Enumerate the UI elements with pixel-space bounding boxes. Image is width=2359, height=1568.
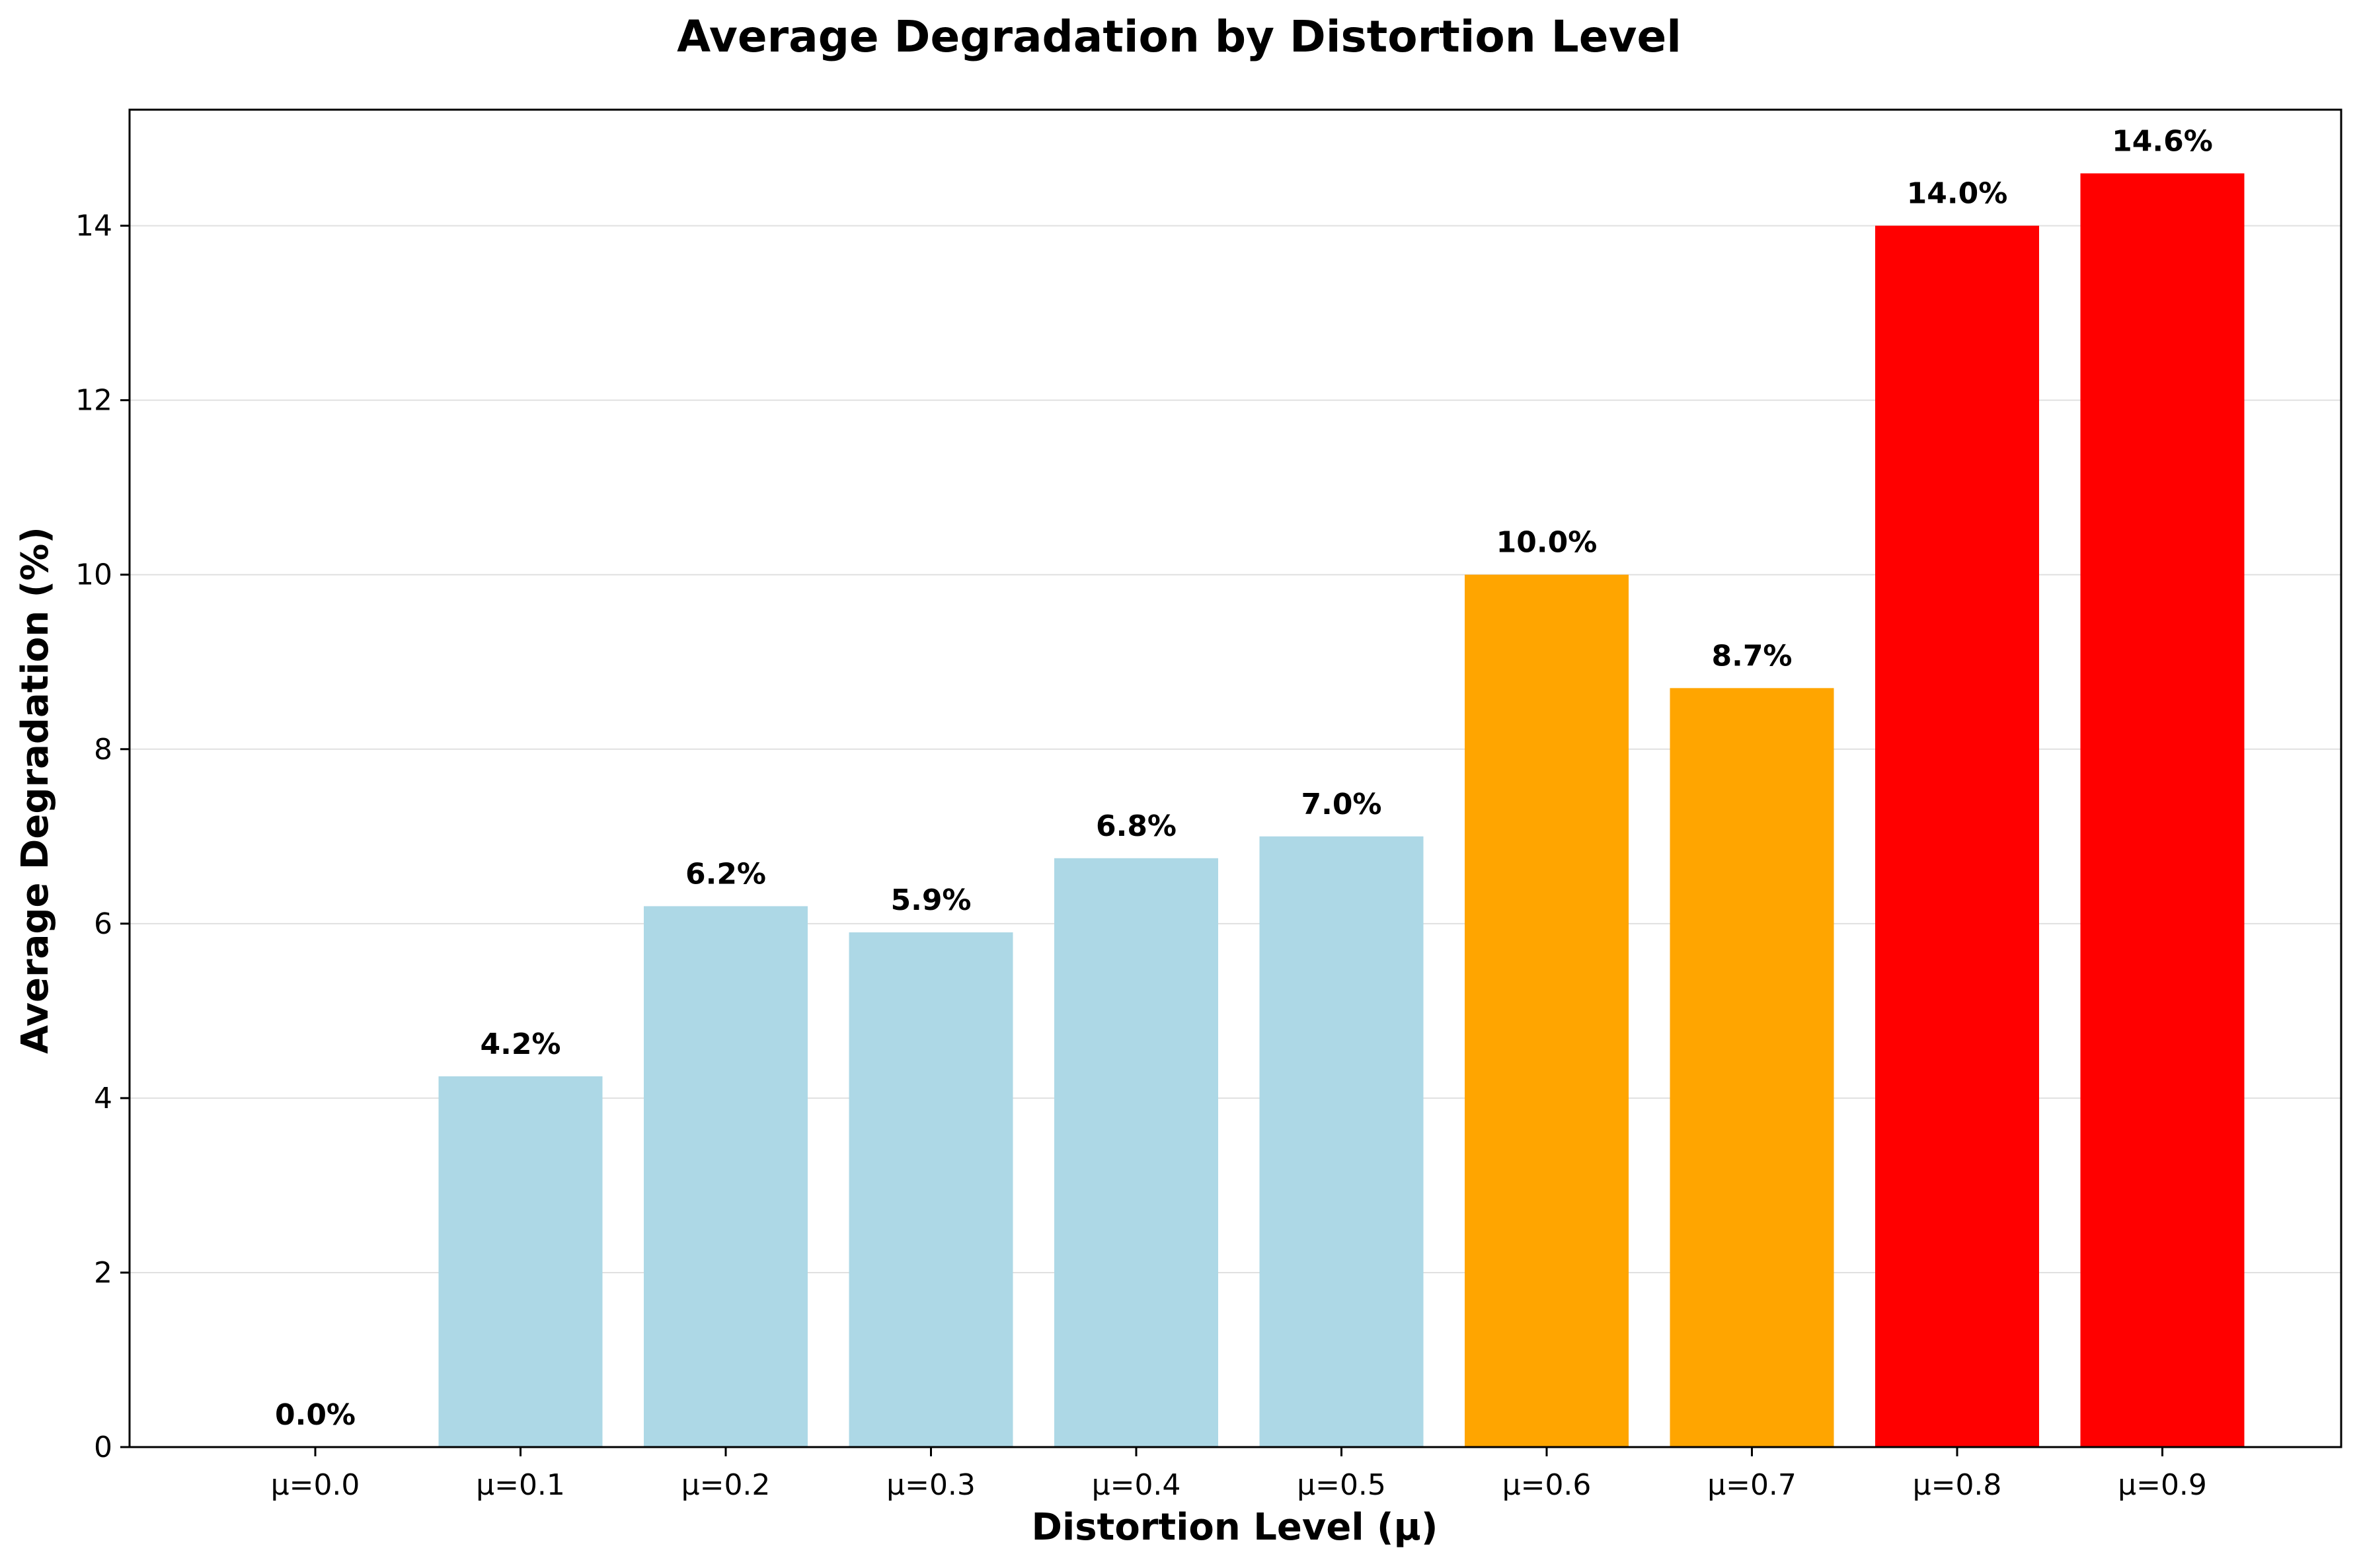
x-tick-label: μ=0.5	[1297, 1468, 1386, 1502]
y-tick-label: 8	[94, 733, 112, 766]
bars	[438, 173, 2245, 1448]
x-tick-label: μ=0.9	[2118, 1468, 2207, 1502]
bar	[1054, 858, 1218, 1447]
data-label: 7.0%	[1301, 788, 1381, 821]
x-axis-label: Distortion Level (μ)	[1032, 1506, 1438, 1549]
data-label: 14.6%	[2112, 124, 2213, 158]
y-tick-label: 2	[94, 1256, 112, 1290]
data-label: 5.9%	[890, 883, 971, 917]
y-tick-label: 10	[75, 558, 112, 592]
x-tick-label: μ=0.8	[1913, 1468, 2002, 1502]
data-label: 10.0%	[1496, 526, 1598, 560]
x-tick-label: μ=0.7	[1707, 1468, 1797, 1502]
y-tick-label: 6	[94, 907, 112, 941]
bar	[644, 906, 808, 1447]
x-tick-label: μ=0.6	[1502, 1468, 1592, 1502]
data-label: 14.0%	[1907, 177, 2008, 211]
bar	[1875, 225, 2039, 1448]
y-tick-label: 14	[75, 209, 112, 243]
x-tick-label: μ=0.1	[476, 1468, 565, 1502]
data-label: 4.2%	[480, 1027, 561, 1061]
data-label: 6.2%	[685, 857, 766, 891]
data-label: 6.8%	[1096, 809, 1177, 843]
x-tick-label: μ=0.3	[886, 1468, 976, 1502]
data-label: 0.0%	[275, 1398, 356, 1432]
y-axis-ticks: 0 2 4 6 8 10 12 14	[75, 209, 130, 1464]
x-tick-label: μ=0.0	[271, 1468, 360, 1502]
data-label: 8.7%	[1711, 639, 1792, 673]
data-labels: 0.0% 4.2% 6.2% 5.9% 6.8% 7.0% 10.0% 8.7% 14.0% 14…	[275, 124, 2213, 1432]
plot-frame	[128, 108, 2342, 1448]
x-tick-label: μ=0.2	[681, 1468, 771, 1502]
y-tick-label: 0	[94, 1431, 112, 1464]
y-tick-label: 4	[94, 1082, 112, 1115]
x-axis-ticks: μ=0.0 μ=0.1 μ=0.2 μ=0.3 μ=0.4 μ=0.5 μ=0.6 μ=0.7…	[271, 1447, 2207, 1502]
x-tick-label: μ=0.4	[1092, 1468, 1181, 1502]
bar	[1465, 574, 1629, 1448]
bar	[1259, 836, 1424, 1447]
y-axis-label: Average Degradation (%)	[14, 527, 57, 1054]
bar	[2080, 173, 2245, 1447]
bar	[438, 1076, 603, 1447]
bar	[849, 932, 1013, 1447]
chart-title: Average Degradation by Distortion Level	[677, 11, 1682, 62]
bar	[1670, 688, 1834, 1447]
y-tick-label: 12	[75, 384, 112, 418]
